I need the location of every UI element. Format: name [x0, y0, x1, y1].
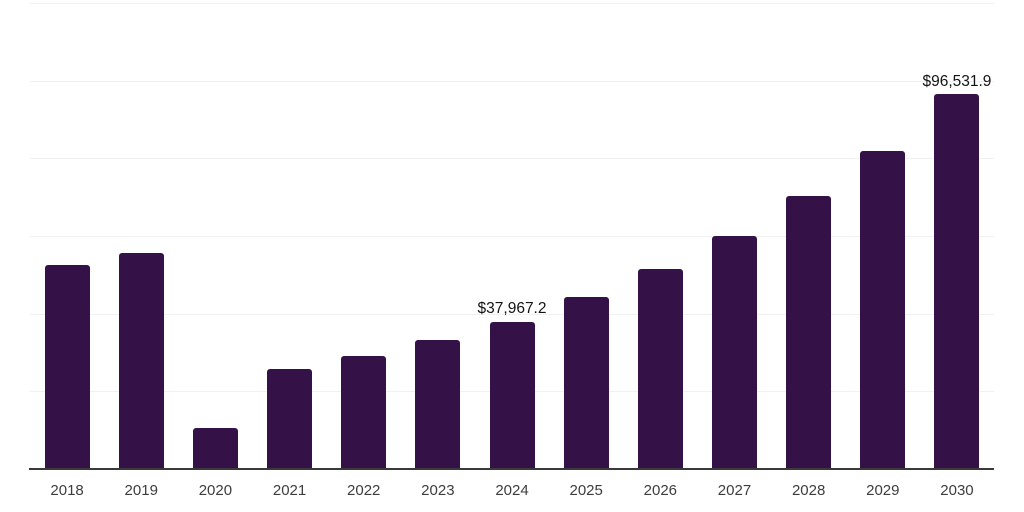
x-tick-2023: 2023 — [421, 482, 455, 499]
gridline — [30, 3, 994, 4]
bar-2026 — [637, 268, 683, 469]
bar-2020 — [192, 428, 238, 469]
bar-slot-2023 — [401, 3, 475, 469]
gridline — [30, 158, 994, 160]
bar-slot-2018 — [30, 3, 104, 469]
x-axis-line — [29, 468, 994, 470]
bar-slot-2028 — [772, 3, 846, 469]
gridline — [30, 80, 994, 82]
x-tick-2029: 2029 — [866, 482, 900, 499]
x-tick-2019: 2019 — [124, 482, 158, 499]
bar-2028 — [786, 196, 832, 469]
x-tick-2024: 2024 — [495, 482, 529, 499]
bar-slot-2020 — [178, 3, 252, 469]
bars-row: $37,967.2 $96,531.9 — [30, 3, 994, 469]
bar-slot-2026 — [623, 3, 697, 469]
gridline — [30, 313, 994, 315]
bar-slot-2024: $37,967.2 — [475, 3, 549, 469]
x-tick-2027: 2027 — [717, 482, 752, 499]
x-tick-2021: 2021 — [272, 482, 307, 499]
bar-2024 — [489, 321, 535, 469]
bar-slot-2019 — [104, 3, 178, 469]
bar-2023 — [415, 340, 461, 469]
plot-area: $37,967.2 $96,531.9 — [30, 3, 994, 469]
bar-2025 — [563, 297, 609, 469]
bar-2030 — [934, 94, 980, 469]
x-tick-2030: 2030 — [940, 482, 974, 499]
x-tick-2020: 2020 — [198, 482, 233, 499]
bar-2029 — [860, 150, 906, 469]
bar-value-label-2024: $37,967.2 — [477, 300, 547, 318]
bar-2022 — [341, 356, 387, 469]
bar-2018 — [44, 264, 90, 469]
x-tick-2028: 2028 — [791, 482, 826, 499]
bar-slot-2021 — [252, 3, 326, 469]
bar-slot-2030: $96,531.9 — [920, 3, 994, 469]
x-tick-2018: 2018 — [50, 482, 84, 499]
x-tick-2026: 2026 — [643, 482, 678, 499]
bar-2019 — [118, 252, 164, 469]
bar-slot-2027 — [697, 3, 771, 469]
bar-2027 — [711, 236, 757, 469]
x-tick-2022: 2022 — [347, 482, 381, 499]
x-axis-labels: 2018 2019 2020 2021 2022 2023 2024 2025 2026 2027… — [30, 481, 994, 501]
bar-value-label-2030: $96,531.9 — [922, 72, 992, 90]
gridline — [30, 236, 994, 237]
x-tick-2025: 2025 — [569, 482, 603, 499]
bar-slot-2025 — [549, 3, 623, 469]
bar-slot-2022 — [327, 3, 401, 469]
bar-slot-2029 — [846, 3, 920, 469]
bar-2021 — [267, 369, 313, 469]
